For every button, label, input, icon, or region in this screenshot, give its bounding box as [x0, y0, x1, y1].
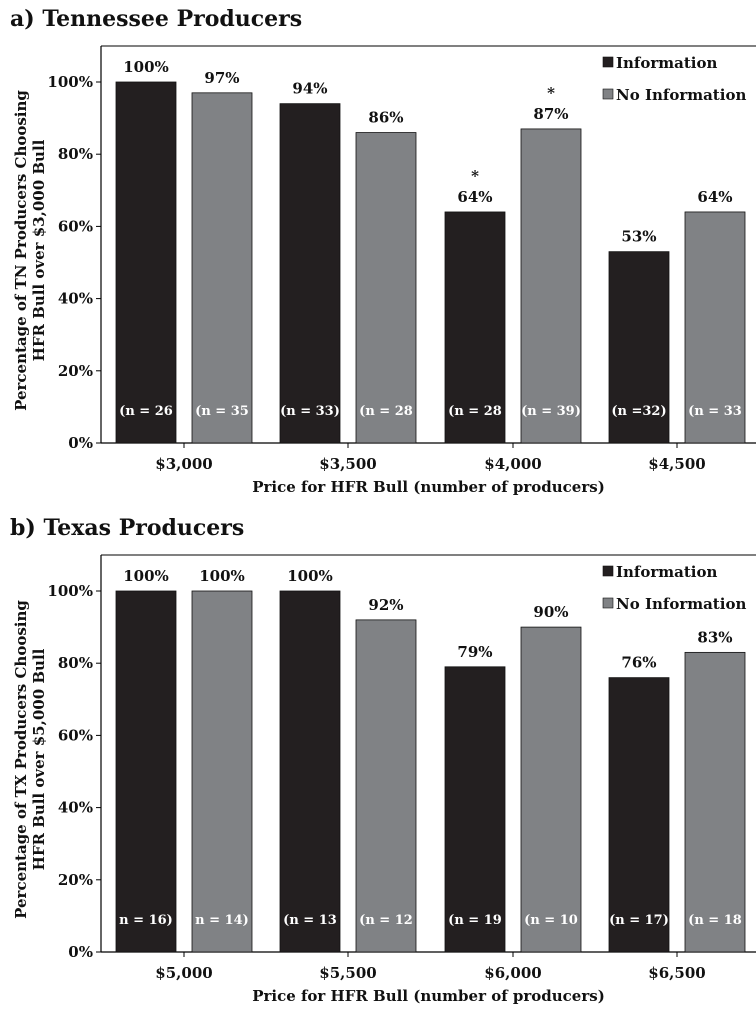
bar-value-label: 87% [533, 105, 568, 123]
bar-n-label: (n = 33 [688, 404, 742, 419]
bar-value-label: 64% [457, 188, 492, 206]
y-axis-title: Percentage of TN Producers ChoosingHFR B… [12, 90, 48, 411]
bar-n-label: (n = 26 [119, 404, 173, 419]
significance-star: * [547, 84, 555, 102]
y-tick-label: 100% [47, 73, 93, 91]
bar-value-label: 83% [697, 628, 732, 646]
bar-information [115, 590, 177, 953]
bar-n-label: (n = 35 [195, 404, 249, 419]
bar-n-label: n = 14) [195, 913, 249, 928]
y-tick-label: 40% [58, 290, 93, 308]
bar-n-label: n = 16) [119, 913, 173, 928]
legend-label-information: Information [616, 563, 718, 581]
y-tick-label: 100% [47, 582, 93, 600]
bar-no-information [191, 92, 253, 444]
panel-title: a) Tennessee Producers [10, 6, 302, 32]
y-tick-label: 60% [58, 217, 93, 235]
y-tick-label: 40% [58, 799, 93, 817]
bar-no-information [520, 128, 582, 444]
y-axis-title: Percentage of TX Producers ChoosingHFR B… [12, 600, 48, 919]
legend-label-information: Information [616, 54, 718, 72]
bar-n-label: (n = 17) [609, 913, 669, 928]
bar-n-label: (n = 28 [359, 404, 413, 419]
y-tick-label: 0% [68, 943, 93, 961]
bar-information [115, 81, 177, 444]
x-category-label: $3,000 [155, 455, 212, 473]
bar-n-label: (n = 19 [448, 913, 502, 928]
bar-n-label: (n = 10 [524, 913, 578, 928]
significance-star: * [471, 167, 479, 185]
bar-information [444, 666, 506, 953]
panel-title: b) Texas Producers [10, 515, 244, 541]
bar-information [444, 211, 506, 444]
bar-value-label: 97% [204, 69, 239, 87]
bar-no-information [684, 211, 746, 444]
x-category-label: $4,000 [484, 455, 541, 473]
legend-swatch-information [602, 565, 614, 577]
legend-swatch-no-information [602, 597, 614, 609]
bar-information [608, 251, 670, 444]
bar-n-label: (n = 18 [688, 913, 742, 928]
y-tick-label: 60% [58, 726, 93, 744]
bar-information [608, 677, 670, 953]
y-axis-title-line-1: Percentage of TN Producers Choosing [12, 90, 30, 411]
y-tick-label: 80% [58, 145, 93, 163]
x-axis-title: Price for HFR Bull (number of producers) [252, 478, 605, 496]
bar-value-label: 100% [123, 567, 169, 585]
bar-no-information [684, 651, 746, 953]
bar-n-label: (n = 13 [283, 913, 337, 928]
bar-n-label: (n = 12 [359, 913, 413, 928]
bar-value-label: 100% [123, 58, 169, 76]
bar-value-label: 53% [621, 228, 656, 246]
y-axis-title-line-2: HFR Bull over $5,000 Bull [30, 648, 48, 870]
x-category-label: $5,000 [155, 964, 212, 982]
bar-value-label: 64% [697, 188, 732, 206]
bar-value-label: 94% [292, 80, 327, 98]
bar-information [279, 103, 341, 444]
bar-value-label: 90% [533, 603, 568, 621]
texas-panel: b) Texas Producers 0% 20% 40% 60% 80% 100% Perc… [0, 509, 756, 1017]
x-category-label: $4,500 [648, 455, 705, 473]
bar-value-label: 100% [199, 567, 245, 585]
x-category-label: $6,500 [648, 964, 705, 982]
legend-label-no-information: No Information [616, 595, 746, 613]
x-axis-title: Price for HFR Bull (number of producers) [252, 987, 605, 1005]
bar-n-label: (n =32) [611, 404, 666, 419]
texas-chart: b) Texas Producers0%20%40%60%80%100%Perc… [10, 515, 756, 1005]
bar-value-label: 86% [368, 109, 403, 127]
tennessee-panel: a) Tennessee Producers 0% 20% 40% 60% 80% 100%… [0, 0, 756, 508]
tennessee-chart: a) Tennessee Producers 0% 20% 40% 60% 80% 100%… [10, 6, 756, 496]
bar-no-information [355, 132, 417, 444]
x-category-label: $3,500 [319, 455, 376, 473]
bar-value-label: 76% [621, 654, 656, 672]
legend-swatch-information [602, 56, 614, 68]
bar-no-information [191, 590, 253, 953]
y-tick-label: 20% [58, 362, 93, 380]
legend-swatch-no-information [602, 88, 614, 100]
y-axis-title-line-2: HFR Bull over $3,000 Bull [30, 139, 48, 361]
bar-information [279, 590, 341, 953]
bar-value-label: 92% [368, 596, 403, 614]
bar-n-label: (n = 33) [280, 404, 340, 419]
bar-value-label: 100% [287, 567, 333, 585]
y-tick-label: 20% [58, 871, 93, 889]
x-category-label: $6,000 [484, 964, 541, 982]
y-tick-label: 80% [58, 654, 93, 672]
legend-label-no-information: No Information [616, 86, 746, 104]
bar-no-information [520, 626, 582, 953]
y-tick-label: 0% [68, 434, 93, 452]
bar-value-label: 79% [457, 643, 492, 661]
y-axis-title-line-1: Percentage of TX Producers Choosing [12, 600, 30, 919]
bar-no-information [355, 619, 417, 953]
bar-n-label: (n = 28 [448, 404, 502, 419]
bar-n-label: (n = 39) [521, 404, 581, 419]
x-category-label: $5,500 [319, 964, 376, 982]
